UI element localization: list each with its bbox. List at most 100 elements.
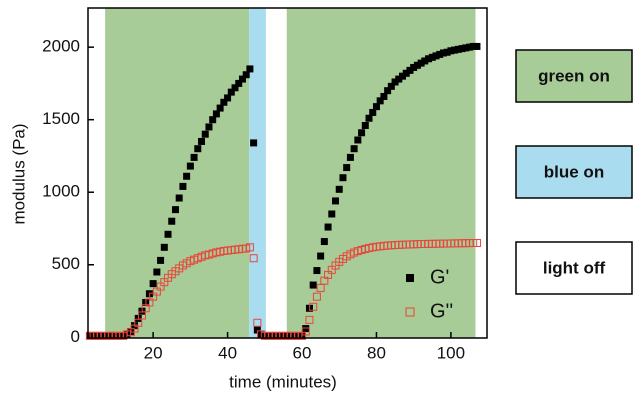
data-point <box>175 194 183 202</box>
data-point <box>312 292 321 301</box>
data-point <box>443 48 451 56</box>
data-point <box>472 238 481 247</box>
data-point <box>425 55 433 63</box>
data-point <box>399 72 407 80</box>
data-point <box>458 45 466 53</box>
data-point <box>339 174 347 182</box>
data-point <box>380 92 388 100</box>
y-tick-label: 0 <box>71 327 80 346</box>
data-point <box>469 42 477 50</box>
data-point <box>220 98 228 106</box>
y-axis-label: modulus (Pa) <box>9 123 28 224</box>
data-point <box>231 84 239 92</box>
data-point <box>410 63 418 71</box>
key-box <box>515 49 633 103</box>
x-tick-label: 60 <box>293 343 312 362</box>
data-point <box>358 129 366 137</box>
data-point <box>332 197 340 205</box>
data-point <box>451 46 459 54</box>
data-point <box>365 114 373 122</box>
data-point <box>436 50 444 58</box>
key-label: blue on <box>544 162 604 181</box>
key-box <box>515 241 633 295</box>
data-point <box>171 206 179 214</box>
data-point <box>242 71 250 79</box>
data-point <box>462 44 470 52</box>
data-point <box>402 69 410 77</box>
data-point <box>376 97 384 105</box>
key-box <box>515 145 633 199</box>
y-tick-label: 1500 <box>42 109 80 128</box>
data-point <box>157 256 165 264</box>
data-point <box>428 53 436 61</box>
data-point <box>328 210 336 218</box>
data-point <box>153 268 161 276</box>
data-point <box>406 66 414 74</box>
data-point <box>246 65 254 73</box>
data-point <box>235 79 243 87</box>
data-point <box>320 238 328 246</box>
data-point <box>350 145 358 153</box>
data-point <box>205 123 213 131</box>
data-point <box>245 243 254 252</box>
data-point <box>186 162 194 170</box>
data-point <box>395 75 403 83</box>
data-point <box>372 103 380 111</box>
data-point <box>194 145 202 153</box>
data-point <box>183 172 191 180</box>
light-region <box>286 8 476 338</box>
data-point <box>473 42 481 50</box>
light-region <box>105 8 250 338</box>
data-point <box>354 136 362 144</box>
x-tick-label: 80 <box>367 343 386 362</box>
data-point <box>454 45 462 53</box>
data-point <box>249 254 258 263</box>
x-tick-label: 40 <box>218 343 237 362</box>
data-point <box>160 243 168 251</box>
x-axis-label: time (minutes) <box>229 372 337 391</box>
data-point <box>164 230 172 238</box>
data-point <box>309 302 318 311</box>
data-point <box>238 75 246 83</box>
plot-frame <box>87 7 488 339</box>
data-point <box>224 94 232 102</box>
data-point <box>421 57 429 65</box>
data-point <box>313 267 321 275</box>
data-point <box>391 78 399 86</box>
key-label: green on <box>538 66 610 85</box>
data-point <box>250 139 258 147</box>
data-point <box>439 49 447 57</box>
data-point <box>302 325 310 333</box>
data-point <box>361 121 369 129</box>
legend-marker <box>406 274 414 282</box>
data-point <box>179 182 187 190</box>
data-point <box>301 327 310 336</box>
legend-label: G' <box>430 266 449 288</box>
data-point <box>346 153 354 161</box>
data-point <box>253 326 261 334</box>
key-label: light off <box>543 258 606 277</box>
data-point <box>417 59 425 67</box>
data-point <box>227 88 235 96</box>
data-point <box>343 164 351 172</box>
data-point <box>212 110 220 118</box>
data-point <box>369 108 377 116</box>
data-point <box>413 61 421 69</box>
data-point <box>253 318 262 327</box>
data-point <box>447 47 455 55</box>
y-tick-label: 500 <box>52 254 80 273</box>
data-point <box>149 280 157 288</box>
data-point <box>387 82 395 90</box>
x-tick-label: 100 <box>437 343 465 362</box>
data-point <box>432 52 440 60</box>
data-point <box>209 116 217 124</box>
data-point <box>305 315 314 324</box>
data-point <box>198 137 206 145</box>
data-point <box>324 223 332 231</box>
y-tick-label: 2000 <box>42 37 80 56</box>
legend-marker <box>405 307 415 317</box>
data-point <box>201 130 209 138</box>
y-tick-label: 1000 <box>42 182 80 201</box>
data-point <box>317 252 325 260</box>
